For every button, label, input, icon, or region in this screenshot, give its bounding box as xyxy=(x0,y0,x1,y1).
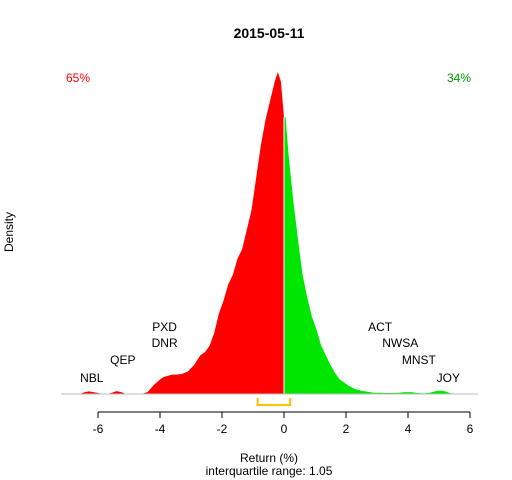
x-tick-label: -6 xyxy=(93,422,104,436)
iqr-bracket xyxy=(256,398,292,406)
x-tick-label: -4 xyxy=(155,422,166,436)
outlier-label: PXD xyxy=(152,320,177,334)
outlier-label: JOY xyxy=(437,371,460,385)
x-tick-label: 0 xyxy=(281,422,288,436)
x-tick-label: 4 xyxy=(405,422,412,436)
negative-return-area xyxy=(79,72,285,394)
x-tick-label: 2 xyxy=(343,422,350,436)
outlier-label: DNR xyxy=(152,336,178,350)
chart-title: 2015-05-11 xyxy=(234,25,305,41)
x-tick-label: -2 xyxy=(217,422,228,436)
outlier-label: QEP xyxy=(110,353,135,367)
outlier-label: MNST xyxy=(402,353,437,367)
positive-share-label: 34% xyxy=(447,71,471,85)
outlier-label: ACT xyxy=(368,320,393,334)
iqr-subtitle: interquartile range: 1.05 xyxy=(206,464,333,478)
outlier-label: NWSA xyxy=(382,336,418,350)
x-axis-label: Return (%) xyxy=(240,451,298,465)
negative-share-label: 65% xyxy=(66,71,90,85)
y-axis-label: Density xyxy=(2,212,16,252)
x-tick-label: 6 xyxy=(467,422,474,436)
positive-return-area xyxy=(284,117,455,394)
outlier-label: NBL xyxy=(80,371,104,385)
